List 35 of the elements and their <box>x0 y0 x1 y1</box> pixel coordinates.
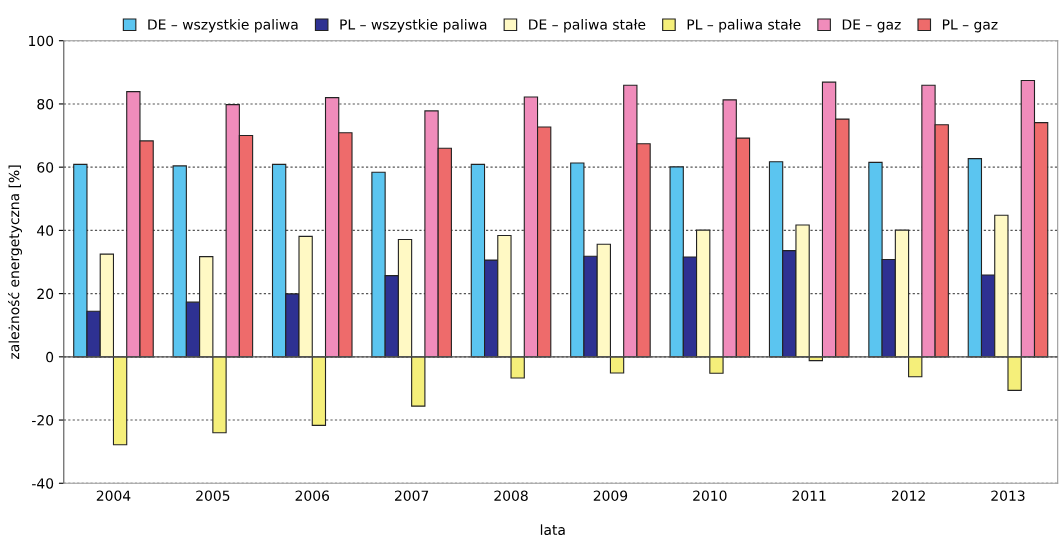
bar <box>311 356 327 426</box>
bar <box>112 356 128 446</box>
bar <box>212 356 227 434</box>
legend-label: DE – paliwa stałe <box>529 18 646 33</box>
x-tick-label: 2012 <box>891 490 925 501</box>
bar <box>609 356 625 374</box>
x-tick-label: 2010 <box>693 490 727 501</box>
legend-label: DE – gaz <box>842 19 901 33</box>
y-tick-label: -20 <box>32 415 54 426</box>
x-tick-label: 2007 <box>394 490 429 501</box>
y-tick-label: -40 <box>32 478 54 489</box>
x-tick-label: 2009 <box>593 490 628 501</box>
bar <box>510 356 525 379</box>
y-tick-label: 20 <box>37 288 54 300</box>
legend-label: DE – wszystkie paliwa <box>148 18 298 33</box>
legend-label: PL – wszystkie paliwa <box>340 18 487 33</box>
x-tick-label: 2005 <box>196 490 230 501</box>
y-tick-label: 100 <box>29 35 54 47</box>
legend-label: PL – paliwa stałe <box>687 18 801 33</box>
y-tick-label: 40 <box>37 225 54 236</box>
y-axis-title: zależność energetyczna [%] <box>7 165 22 359</box>
bar <box>908 356 923 378</box>
x-tick-label: 2006 <box>295 490 330 501</box>
x-axis-title: lata <box>540 524 565 536</box>
bar <box>1007 356 1022 391</box>
y-tick-label: 80 <box>37 98 54 110</box>
x-tick-label: 2008 <box>494 490 528 501</box>
x-tick-label: 2011 <box>792 490 826 501</box>
y-tick-label: 0 <box>46 351 54 363</box>
x-tick-label: 2004 <box>96 490 131 501</box>
bar <box>411 356 426 407</box>
bar <box>709 356 724 374</box>
y-tick-label: 60 <box>37 162 54 173</box>
legend-label: PL – gaz <box>942 19 998 33</box>
x-tick-label: 2013 <box>991 490 1025 501</box>
